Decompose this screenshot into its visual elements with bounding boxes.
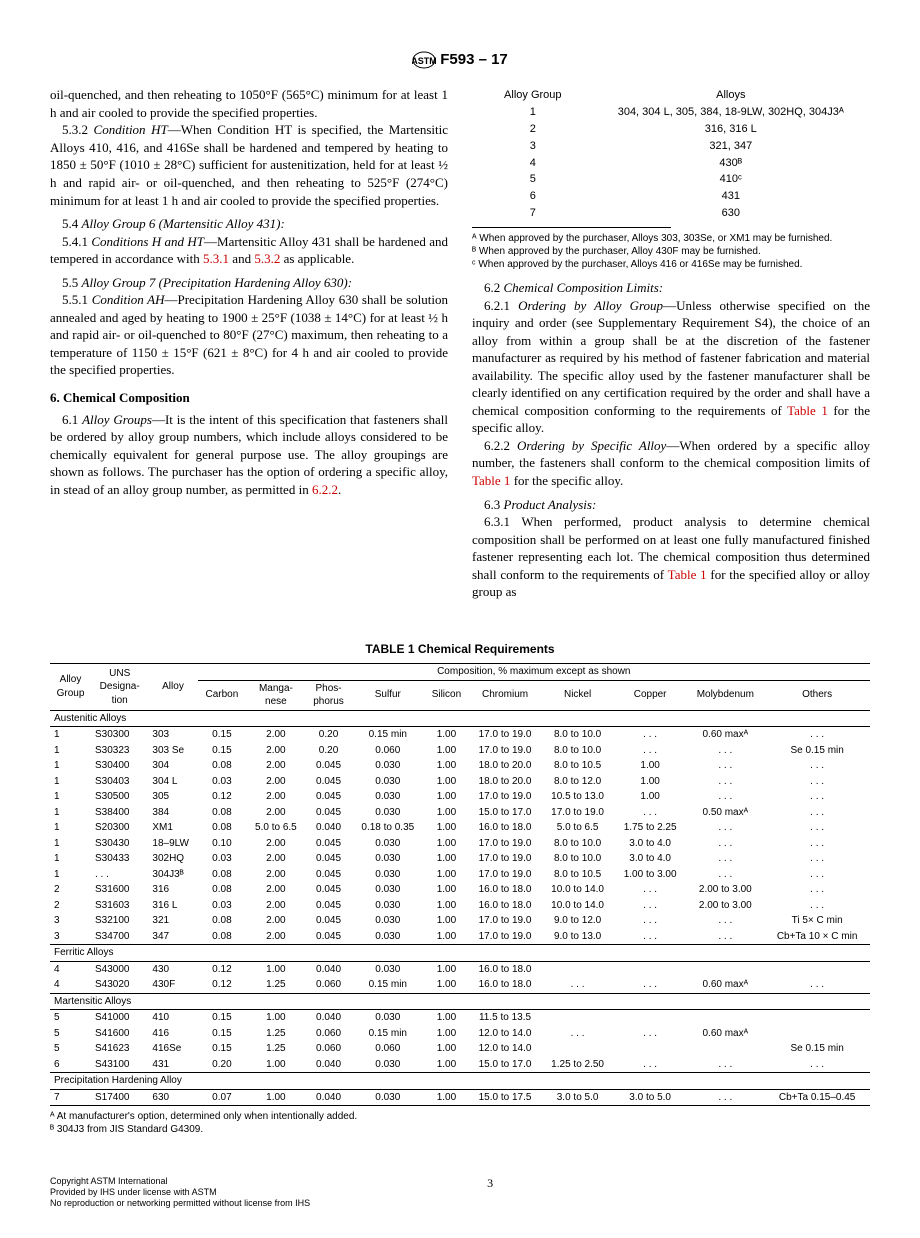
table1-row: 1S30323303 Se0.152.000.200.0601.0017.0 t… [50,743,870,759]
ag-header-alloys: Alloys [594,88,868,103]
table1: AlloyGroup UNSDesigna-tion Alloy Composi… [50,663,870,1106]
th-composition: Composition, % maximum except as shown [198,664,870,681]
table1-row: 1S30433302HQ0.032.000.0450.0301.0017.0 t… [50,851,870,867]
table1-row: 6S431004310.201.000.0400.0301.0015.0 to … [50,1057,870,1073]
para-5-5-1: 5.5.1 Condition AH—Precipitation Hardeni… [50,291,448,379]
table1-row: 5S410004100.151.000.0400.0301.0011.5 to … [50,1010,870,1026]
th-sub: Copper [614,680,687,710]
table1-row: 5S41623416Se0.151.250.0600.0601.0012.0 t… [50,1041,870,1057]
table1-row: 1S20300XM10.085.0 to 6.50.0400.18 to 0.3… [50,820,870,836]
th-sub: Chromium [469,680,542,710]
table1-row: 4S430004300.121.000.0400.0301.0016.0 to … [50,961,870,977]
right-column: Alloy GroupAlloys 1304, 304 L, 305, 384,… [472,86,870,601]
divider [472,227,671,228]
para-5-3-1-cont: oil-quenched, and then reheating to 1050… [50,86,448,121]
table1-row: 3S321003210.082.000.0450.0301.0017.0 to … [50,913,870,929]
section-6-heading: 6. Chemical Composition [50,389,448,407]
table1-note-a: ᴬ At manufacturer's option, determined o… [50,1110,870,1123]
para-5-3-2: 5.3.2 Condition HT—When Condition HT is … [50,121,448,209]
th-sub: Silicon [424,680,469,710]
alloy-group-footnotes: ᴬ When approved by the purchaser, Alloys… [472,232,870,271]
xref-5-3-2[interactable]: 5.3.2 [254,251,280,266]
th-sub: Nickel [541,680,614,710]
para-6-2-2: 6.2.2 Ordering by Specific Alloy—When or… [472,437,870,490]
xref-table1-c[interactable]: Table 1 [668,567,707,582]
table1-wrap: TABLE 1 Chemical Requirements AlloyGroup… [50,641,870,1136]
alloy-group-row: 1304, 304 L, 305, 384, 18-9LW, 302HQ, 30… [474,105,868,120]
para-6-3: 6.3 Product Analysis: [472,496,870,514]
footnote-a: ᴬ When approved by the purchaser, Alloys… [472,232,870,245]
alloy-group-row: 2316, 316 L [474,122,868,137]
para-6-3-1: 6.3.1 When performed, product analysis t… [472,513,870,601]
table1-row: 1S305003050.122.000.0450.0301.0017.0 to … [50,789,870,805]
th-sub: Others [764,680,870,710]
left-column: oil-quenched, and then reheating to 1050… [50,86,448,601]
th-uns: UNSDesigna-tion [91,664,148,711]
th-sub: Phos-phorus [306,680,352,710]
xref-table1-b[interactable]: Table 1 [472,473,510,488]
page-footer: Copyright ASTM International Provided by… [50,1176,870,1208]
para-6-1: 6.1 Alloy Groups—It is the intent of thi… [50,411,448,499]
para-5-4: 5.4 Alloy Group 6 (Martensitic Alloy 431… [50,215,448,233]
footnote-c: ᶜ When approved by the purchaser, Alloys… [472,258,870,271]
table1-note-b: ᴮ 304J3 from JIS Standard G4309. [50,1123,870,1136]
alloy-group-row: 3321, 347 [474,139,868,154]
doc-number: F593 – 17 [440,51,508,68]
footnote-b: ᴮ When approved by the purchaser, Alloy … [472,245,870,258]
table1-row: 1S303003030.152.000.200.15 min1.0017.0 t… [50,727,870,743]
table1-row: 7S174006300.071.000.0400.0301.0015.0 to … [50,1089,870,1106]
alloy-group-row: 7630 [474,206,868,221]
table1-row: 1S304003040.082.000.0450.0301.0018.0 to … [50,758,870,774]
table1-row: 2S316003160.082.000.0450.0301.0016.0 to … [50,882,870,898]
th-sub: Molybdenum [686,680,764,710]
table1-title: TABLE 1 Chemical Requirements [50,641,870,657]
th-alloy-group: AlloyGroup [50,664,91,711]
table1-section-header: Martensitic Alloys [50,993,870,1010]
ag-header-group: Alloy Group [474,88,592,103]
table1-row: 1S3043018–9LW0.102.000.0450.0301.0017.0 … [50,836,870,852]
para-5-5: 5.5 Alloy Group 7 (Precipitation Hardeni… [50,274,448,292]
table1-section-header: Austenitic Alloys [50,710,870,727]
xref-5-3-1[interactable]: 5.3.1 [203,251,229,266]
alloy-group-row: 6431 [474,189,868,204]
table1-row: 1S30403304 L0.032.000.0450.0301.0018.0 t… [50,774,870,790]
alloy-group-row: 4430ᴮ [474,156,868,171]
astm-logo-icon: ASTM [412,51,436,69]
para-6-2-1: 6.2.1 Ordering by Alloy Group—Unless oth… [472,297,870,437]
alloy-group-row: 5410ᶜ [474,172,868,187]
two-column-body: oil-quenched, and then reheating to 1050… [50,86,870,601]
table1-notes: ᴬ At manufacturer's option, determined o… [50,1110,870,1136]
alloy-group-table: Alloy GroupAlloys 1304, 304 L, 305, 384,… [472,86,870,223]
table1-section-header: Precipitation Hardening Alloy [50,1073,870,1090]
xref-table1-a[interactable]: Table 1 [787,403,828,418]
table1-row: 3S347003470.082.000.0450.0301.0017.0 to … [50,929,870,945]
copyright-block: Copyright ASTM International Provided by… [50,1176,310,1208]
page-number: 3 [487,1176,493,1208]
th-sub: Manga-nese [246,680,305,710]
table1-row: 4S43020430F0.121.250.0600.15 min1.0016.0… [50,977,870,993]
table1-row: 5S416004160.151.250.0600.15 min1.0012.0 … [50,1026,870,1042]
svg-text:ASTM: ASTM [412,56,436,66]
para-6-2: 6.2 Chemical Composition Limits: [472,279,870,297]
table1-row: 1S384003840.082.000.0450.0301.0015.0 to … [50,805,870,821]
th-sub: Sulfur [352,680,425,710]
table1-row: 2S31603316 L0.032.000.0450.0301.0016.0 t… [50,898,870,914]
table1-section-header: Ferritic Alloys [50,945,870,962]
table1-row: 1. . .304J3ᴮ0.082.000.0450.0301.0017.0 t… [50,867,870,883]
th-alloy: Alloy [148,664,197,711]
para-5-4-1: 5.4.1 Conditions H and HT—Martensitic Al… [50,233,448,268]
page-header: ASTM F593 – 17 [50,50,870,70]
th-sub: Carbon [198,680,247,710]
xref-6-2-2[interactable]: 6.2.2 [312,482,338,497]
